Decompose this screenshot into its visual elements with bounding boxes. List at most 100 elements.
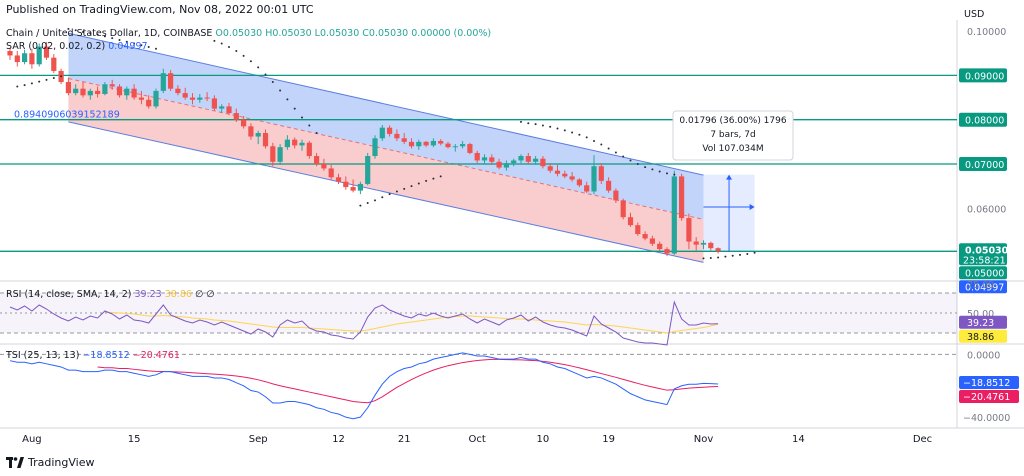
- sar-dot: [249, 60, 252, 63]
- candle-body: [255, 132, 261, 137]
- sar-dot: [213, 39, 216, 42]
- ohlc-change: 0.00000 (0.00%): [411, 28, 492, 39]
- sar-dot: [739, 253, 741, 256]
- sar-dot: [578, 133, 581, 136]
- candle-body: [584, 185, 590, 192]
- candle-body: [131, 88, 137, 98]
- candle-body: [7, 51, 13, 56]
- candle-body: [102, 84, 108, 94]
- candle-body: [576, 179, 582, 186]
- sar-dot: [103, 35, 106, 38]
- sar-price-tag: [959, 280, 1007, 294]
- candle-body: [474, 152, 480, 161]
- sar-dot: [271, 81, 274, 84]
- rsi-value-text: 39.23: [967, 318, 994, 329]
- time-axis-label: 19: [602, 434, 615, 445]
- candle-body: [299, 142, 305, 146]
- sar-dot: [709, 256, 712, 259]
- time-axis-label: 21: [398, 434, 411, 445]
- time-axis-label: 14: [792, 434, 805, 445]
- sar-dot: [410, 185, 413, 188]
- rsi-sma-line: [104, 311, 719, 334]
- candle-body: [328, 168, 334, 178]
- candle-body: [233, 113, 239, 120]
- candle-body: [95, 90, 101, 94]
- candle-body: [635, 225, 641, 235]
- candle-body: [489, 157, 495, 162]
- candle-body: [248, 126, 254, 137]
- sar-dot: [74, 29, 77, 32]
- sar-dot: [585, 136, 588, 139]
- sar-dot: [753, 251, 756, 254]
- sar-dot: [417, 182, 420, 185]
- channel-pearson-label[interactable]: 0.8940906039152189: [14, 109, 120, 120]
- sar-dot: [403, 187, 406, 190]
- measure-change-text: 0.01796 (36.00%) 1796: [679, 116, 786, 126]
- candle-body: [204, 97, 210, 99]
- sar-dot: [644, 166, 647, 169]
- candle-body: [503, 163, 509, 168]
- sar-dot: [651, 168, 654, 171]
- candle-body: [657, 243, 663, 250]
- level-price-tag: [959, 112, 1007, 127]
- sar-dot: [549, 125, 552, 128]
- footer-brand[interactable]: TradingView: [6, 456, 94, 469]
- candle-body: [408, 141, 415, 147]
- time-axis-label: Dec: [913, 434, 932, 445]
- sar-dot: [571, 131, 574, 134]
- sar-dot: [724, 255, 727, 258]
- rsi-band-fill: [0, 293, 957, 333]
- candle-body: [292, 139, 298, 146]
- sar-dot: [257, 66, 260, 69]
- time-axis-label: Sep: [249, 434, 268, 445]
- sar-dot: [541, 124, 544, 127]
- sar-dot: [425, 179, 428, 182]
- candle-body: [314, 156, 320, 165]
- sar-dot: [308, 124, 311, 127]
- tsi-signal-value: −20.4761: [132, 350, 180, 361]
- rsi-sma-text: 38.86: [967, 332, 994, 343]
- rsi-legend[interactable]: RSI (14, close, SMA, 14, 2) 39.23 38.86 …: [6, 289, 215, 300]
- rsi-tick: 50.00: [967, 309, 994, 320]
- candle-body: [496, 161, 502, 168]
- sar-dot: [52, 77, 55, 80]
- current-price-text: 0.05030: [965, 245, 1009, 256]
- tsi-legend[interactable]: TSI (25, 13, 13) −18.8512 −20.4761: [6, 350, 180, 361]
- rsi-sma-value: 38.86: [164, 289, 192, 300]
- sar-dot: [242, 54, 245, 57]
- sar-dot: [381, 196, 384, 199]
- sar-dot: [527, 122, 530, 125]
- candle-body: [547, 166, 553, 171]
- channel-lower-line: [68, 121, 704, 263]
- candle-body: [664, 249, 670, 254]
- candle-body: [416, 141, 422, 147]
- sar-legend[interactable]: SAR (0.02, 0.02, 0.2) 0.04997: [6, 41, 148, 52]
- measure-arrow-head: [726, 174, 733, 180]
- ohlc-open: O0.05030: [215, 28, 263, 39]
- sar-dot: [45, 78, 48, 81]
- candle-body: [160, 73, 166, 91]
- level-price-text: 0.05000: [965, 268, 1004, 279]
- candle-body: [51, 57, 57, 71]
- tsi-signal-line: [97, 358, 719, 404]
- sar-dot: [67, 27, 70, 30]
- sar-dot: [359, 204, 362, 207]
- candle-body: [387, 127, 393, 134]
- candle-body: [219, 106, 225, 109]
- candle-body: [598, 166, 604, 181]
- tsi-value: −18.8512: [82, 350, 130, 361]
- sar-dot: [315, 131, 318, 134]
- time-axis-label: 12: [332, 434, 345, 445]
- sar-value: 0.04997: [108, 41, 148, 52]
- sar-dot: [23, 84, 26, 87]
- candle-body: [540, 158, 546, 167]
- sar-dot: [155, 47, 157, 50]
- sar-dot: [111, 37, 114, 40]
- symbol-title[interactable]: Chain / United States Dollar, 1D, COINBA…: [6, 28, 213, 39]
- candle-body: [686, 218, 692, 242]
- candle-body: [679, 176, 685, 219]
- level-price-tag: [959, 157, 1007, 172]
- sar-dot: [534, 123, 537, 126]
- sar-dot: [629, 159, 632, 162]
